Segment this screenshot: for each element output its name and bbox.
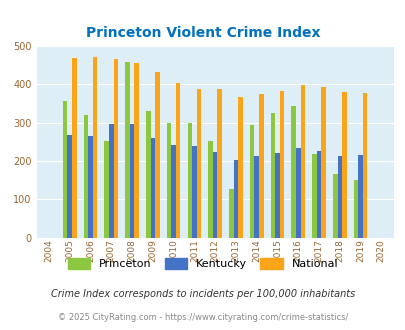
Bar [311,154,316,238]
Bar [270,113,275,238]
Bar [332,175,337,238]
Bar [233,160,238,238]
Bar [192,146,196,238]
Bar [208,141,212,238]
Bar [125,61,130,238]
Bar [175,82,180,238]
Text: © 2025 CityRating.com - https://www.cityrating.com/crime-statistics/: © 2025 CityRating.com - https://www.city… [58,313,347,322]
Bar [362,92,367,238]
Bar [254,156,258,238]
Bar [320,87,325,238]
Bar [295,148,300,238]
Bar [212,152,217,238]
Bar [109,123,113,238]
Bar [134,63,139,238]
Bar [353,180,358,238]
Bar [337,156,341,238]
Bar [146,111,150,238]
Bar [341,92,346,238]
Bar [228,189,233,238]
Bar [166,123,171,238]
Legend: Princeton, Kentucky, National: Princeton, Kentucky, National [64,255,341,273]
Bar [291,106,295,238]
Bar [150,138,155,238]
Text: Princeton Violent Crime Index: Princeton Violent Crime Index [85,26,320,40]
Text: Crime Index corresponds to incidents per 100,000 inhabitants: Crime Index corresponds to incidents per… [51,289,354,299]
Bar [113,59,118,238]
Bar [67,135,72,238]
Bar [130,123,134,238]
Bar [155,72,159,238]
Bar [275,153,279,238]
Bar [171,145,175,238]
Bar [217,89,222,238]
Bar [83,115,88,238]
Bar [238,97,242,238]
Bar [93,56,97,238]
Bar [104,141,109,238]
Bar [358,154,362,238]
Bar [187,123,192,238]
Bar [63,101,67,238]
Bar [88,136,93,238]
Bar [72,58,77,238]
Bar [249,125,254,238]
Bar [300,85,305,238]
Bar [279,91,283,238]
Bar [316,151,320,238]
Bar [258,94,263,238]
Bar [196,89,201,238]
